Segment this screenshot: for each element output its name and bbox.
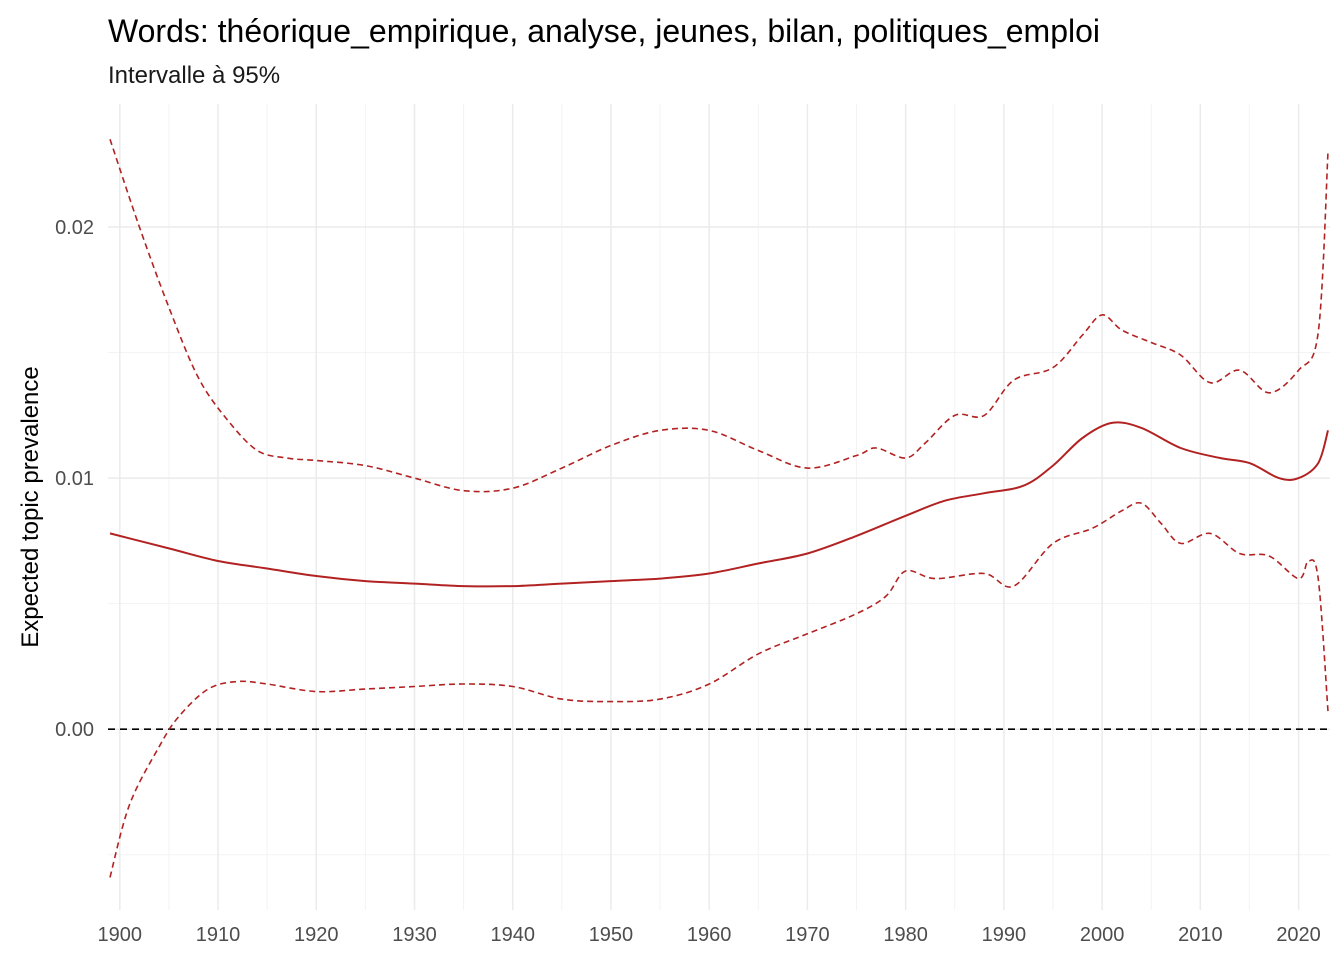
x-tick-label: 1920 — [294, 924, 339, 946]
x-tick-label: 1980 — [883, 924, 928, 946]
x-tick-label: 1960 — [687, 924, 732, 946]
y-tick-label: 0.00 — [55, 719, 94, 741]
x-tick-label: 1950 — [589, 924, 634, 946]
x-tick-label: 1990 — [982, 924, 1027, 946]
grid — [108, 104, 1330, 910]
x-tick-label: 2010 — [1178, 924, 1223, 946]
series-line-lower-95 — [109, 501, 1329, 878]
chart-subtitle: Intervalle à 95% — [108, 62, 280, 89]
x-tick-label: 1910 — [196, 924, 241, 946]
series-line-estimate — [109, 421, 1329, 588]
y-axis-title: Expected topic prevalence — [17, 366, 44, 648]
series-lines — [109, 138, 1329, 878]
series-line-upper-95 — [109, 138, 1329, 493]
x-axis-ticks: 1900 1910 1920 1930 1940 1950 1960 1970 1980 1990… — [98, 924, 1321, 946]
x-tick-label: 1900 — [98, 924, 143, 946]
y-tick-label: 0.01 — [55, 468, 94, 490]
chart-title: Words: théorique_empirique, analyse, jeu… — [108, 13, 1100, 49]
x-tick-label: 1930 — [392, 924, 437, 946]
x-tick-label: 2000 — [1080, 924, 1125, 946]
x-tick-label: 1940 — [490, 924, 535, 946]
y-axis-ticks: 0.00 0.01 0.02 — [55, 217, 94, 741]
x-tick-label: 2020 — [1276, 924, 1321, 946]
x-tick-label: 1970 — [785, 924, 830, 946]
y-tick-label: 0.02 — [55, 217, 94, 239]
